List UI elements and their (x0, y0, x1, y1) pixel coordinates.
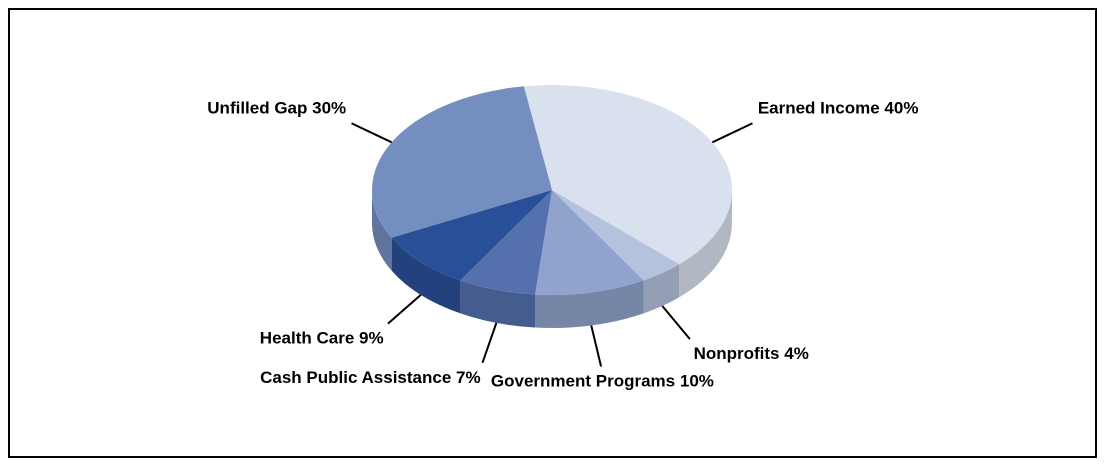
slice (460, 190, 552, 295)
slice-side (391, 237, 461, 314)
leader-line (481, 322, 498, 364)
slice-label: Earned Income 40% (758, 98, 919, 117)
leader-line (590, 325, 603, 367)
slice-label-value: 30% (312, 98, 346, 117)
slice-side (679, 190, 732, 298)
leader-line (661, 305, 691, 340)
slice-label: Health Care 9% (260, 329, 384, 348)
slice-side (643, 264, 680, 314)
slice-label-name: Unfilled Gap (207, 98, 307, 117)
slice-label-value: 10% (680, 371, 714, 390)
slice (535, 190, 644, 295)
slice-label-name: Health Care (260, 329, 354, 348)
slice-label-name: Government Programs (491, 371, 675, 390)
leader-line (711, 122, 753, 144)
slice-label: Government Programs 10% (491, 371, 714, 390)
slice-label-name: Cash Public Assistance (260, 368, 451, 387)
slice-label-value: 9% (359, 329, 384, 348)
slice-label-name: Earned Income (758, 98, 880, 117)
slice (552, 190, 680, 281)
slice-label: Cash Public Assistance 7% (260, 368, 480, 387)
slice-side (372, 190, 392, 271)
slice-label-value: 40% (884, 98, 918, 117)
slice-label-value: 4% (784, 344, 809, 363)
slice-label-value: 7% (456, 368, 481, 387)
slice-side (460, 280, 536, 328)
slice-side (535, 280, 644, 328)
slice-label: Unfilled Gap 30% (207, 98, 346, 117)
slice-label: Nonprofits 4% (694, 344, 809, 363)
slice (523, 85, 732, 265)
leader-line (387, 294, 422, 325)
slice-label-name: Nonprofits (694, 344, 780, 363)
slice (372, 86, 552, 238)
leader-line (351, 122, 393, 144)
slice (391, 190, 552, 281)
